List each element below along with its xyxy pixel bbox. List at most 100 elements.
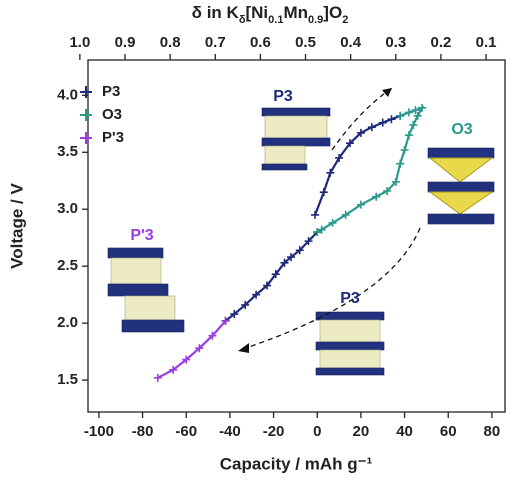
legend-label: O3 [102,106,122,123]
marker [404,131,413,140]
x2-tick-label: 0.3 [385,34,406,51]
discharge-arrow [239,227,421,351]
annotation: P'3 [130,227,153,244]
marker [335,153,344,162]
arrowhead [382,88,392,97]
y-tick-label: 1.5 [57,371,78,388]
x2-tick-label: 0.7 [205,34,226,51]
x-tick-label: 0 [313,423,321,440]
annotation: P3 [273,88,293,105]
annotation: P3 [340,290,360,307]
x2-tick-label: 0.4 [340,34,362,51]
marker [396,111,405,120]
y-tick-label: 2.0 [57,314,78,331]
marker [326,168,335,177]
marker [413,111,422,120]
label-part: ]O [323,3,342,22]
label-part: δ in K [192,3,240,22]
structure-p3prime [107,247,185,333]
marker [153,373,162,382]
marker [182,355,191,364]
marker [311,210,320,219]
structure-o3 [427,147,495,225]
marker [295,246,304,255]
label-part: [Ni [245,3,268,22]
marker [241,300,250,309]
marker [383,187,392,196]
legend-marker [80,86,92,98]
marker [280,258,289,267]
marker [328,218,337,227]
marker [367,123,376,132]
x-tick-label: -100 [84,423,114,440]
marker [378,118,387,127]
marker [313,228,322,237]
y-axis-label: Voltage / V [7,183,26,269]
marker [345,139,354,148]
marker [263,281,272,290]
x-tick-label: -80 [132,423,154,440]
x-tick-label: -60 [175,423,197,440]
marker [221,316,230,325]
marker [372,192,381,201]
marker [271,270,280,279]
x2-tick-label: 1.0 [69,34,90,51]
top-axis-label: δ in Kδ[Ni0.1Mn0.9]O2 [192,3,349,25]
x-tick-label: 60 [440,423,457,440]
marker [396,159,405,168]
marker [319,188,328,197]
y-tick-label: 3.5 [57,143,78,160]
y-tick-label: 2.5 [57,257,78,274]
marker [341,210,350,219]
marker [195,344,204,353]
charge-arrow [331,87,393,151]
y-tick-label: 3.0 [57,200,78,217]
marker [418,103,427,112]
marker [230,310,239,319]
marker [400,145,409,154]
arrowhead [238,343,249,353]
label-part: 0.9 [308,14,323,26]
series-line [224,114,401,322]
legend-label: P3 [102,83,120,100]
marker [387,115,396,124]
structure-p3-top [261,107,331,171]
marker [317,225,326,234]
marker [252,290,261,299]
legend-label: P'3 [102,129,124,146]
marker [356,128,365,137]
legend-marker [80,132,92,144]
label-part: 0.1 [268,14,283,26]
x-tick-label: 20 [353,423,370,440]
marker [287,253,296,262]
series-line [157,320,227,379]
x-tick-label: 80 [484,423,501,440]
x-tick-label: -20 [263,423,285,440]
structure-p3-bottom [315,311,385,376]
x2-tick-label: 0.6 [250,34,271,51]
x-tick-label: 40 [396,423,413,440]
x2-tick-label: 0.8 [160,34,181,51]
marker [169,365,178,374]
x2-tick-label: 0.1 [476,34,497,51]
x-tick-label: -40 [219,423,241,440]
x2-tick-label: 0.9 [115,34,136,51]
y-tick-label: 4.0 [57,86,78,103]
label-part: Mn [283,3,308,22]
x2-tick-label: 0.5 [295,34,316,51]
marker [208,331,217,340]
marker [409,120,418,129]
plot-frame [87,59,506,413]
marker [404,108,413,117]
annotation: O3 [451,121,472,138]
legend-marker [80,109,92,121]
label-part: δ [239,14,246,26]
label-part: 2 [342,14,348,26]
x-axis-label: Capacity / mAh g⁻¹ [220,454,373,473]
x2-tick-label: 0.2 [430,34,451,51]
marker [356,200,365,209]
marker [391,177,400,186]
marker [304,237,313,246]
marker [411,106,420,115]
